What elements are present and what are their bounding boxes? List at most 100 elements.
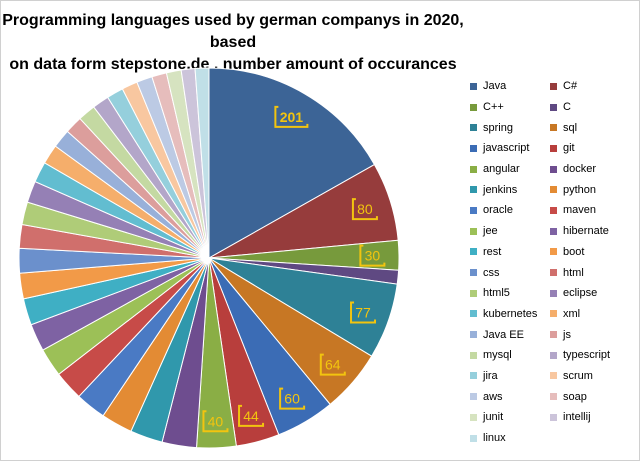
legend-item-hibernate: hibernate — [550, 221, 630, 242]
legend-item-linux: linux — [470, 428, 550, 449]
data-label-value: 201 — [280, 109, 304, 125]
data-label-git: 44 — [238, 404, 265, 427]
legend-label: C — [563, 101, 571, 114]
legend-label: html5 — [483, 287, 510, 300]
legend-item-c: C++ — [470, 97, 550, 118]
data-label-box — [359, 244, 386, 267]
legend-item-soap: soap — [550, 386, 630, 407]
legend-label: linux — [483, 432, 506, 445]
data-label-angular: 40 — [202, 410, 229, 433]
legend-swatch — [550, 331, 557, 339]
legend-item-eclipse: eclipse — [550, 283, 630, 304]
legend-label: spring — [483, 121, 513, 134]
data-label-value: 30 — [365, 248, 381, 264]
legend-item-spring: spring — [470, 117, 550, 138]
data-label-box — [279, 387, 306, 410]
legend-item-angular: angular — [470, 159, 550, 180]
data-label-javascript: 60 — [279, 387, 306, 410]
legend-swatch — [470, 393, 477, 401]
legend-label: sql — [563, 121, 578, 134]
legend-swatch — [550, 103, 557, 111]
legend-swatch — [470, 372, 477, 380]
legend-label: jee — [483, 225, 498, 238]
legend-item-html5: html5 — [470, 283, 550, 304]
legend-swatch — [550, 289, 557, 297]
legend-item-maven: maven — [550, 200, 630, 221]
legend-swatch — [550, 206, 557, 214]
data-label-value: 44 — [243, 408, 259, 424]
legend-label: css — [483, 266, 500, 279]
data-label-box — [350, 301, 377, 324]
legend-item-html: html — [550, 262, 630, 283]
legend-label: javascript — [483, 142, 530, 155]
data-label-spring: 77 — [350, 301, 377, 324]
legend-swatch — [550, 393, 557, 401]
legend-item-jira: jira — [470, 366, 550, 387]
legend-item-c: C — [550, 97, 630, 118]
legend-label: eclipse — [563, 287, 598, 300]
legend-label: jenkins — [483, 183, 518, 196]
legend-label: oracle — [483, 204, 513, 217]
legend-item-scrum: scrum — [550, 366, 630, 387]
legend-swatch — [470, 248, 477, 256]
legend-label: soap — [563, 390, 587, 403]
legend-swatch — [470, 434, 477, 442]
legend-item-sql: sql — [550, 117, 630, 138]
legend-item-boot: boot — [550, 242, 630, 263]
data-label-box — [351, 198, 378, 221]
pie-slice-java — [208, 67, 376, 259]
legend-label: Java — [483, 80, 507, 93]
legend-label: rest — [483, 245, 502, 258]
legend-item-aws: aws — [470, 386, 550, 407]
legend-label: maven — [563, 204, 597, 217]
legend-label: scrum — [563, 369, 593, 382]
legend-item-js: js — [550, 324, 630, 345]
legend-swatch — [470, 206, 477, 214]
legend-swatch — [550, 124, 557, 132]
legend-label: C++ — [483, 101, 504, 114]
legend-item-jee: jee — [470, 221, 550, 242]
legend-item-oracle: oracle — [470, 200, 550, 221]
legend-label: hibernate — [563, 225, 609, 238]
legend-label: kubernetes — [483, 307, 538, 320]
legend-swatch — [550, 165, 557, 173]
legend-swatch — [550, 227, 557, 235]
legend-swatch — [470, 82, 477, 90]
legend-item-xml: xml — [550, 304, 630, 325]
legend-swatch — [550, 144, 557, 152]
legend-label: git — [563, 142, 575, 155]
legend-label: aws — [483, 390, 503, 403]
legend-swatch — [470, 227, 477, 235]
legend-swatch — [550, 351, 557, 359]
chart-title-line-2: on data form stepstone.de , number amoun… — [9, 56, 457, 73]
legend-label: mysql — [483, 349, 512, 362]
legend-swatch — [550, 413, 557, 421]
legend-label: boot — [563, 245, 585, 258]
legend-swatch — [550, 269, 557, 277]
data-label-box — [202, 410, 229, 433]
legend-label: docker — [563, 163, 597, 176]
chart-title: Programming languages used by german com… — [0, 10, 466, 76]
legend-label: C# — [563, 80, 578, 93]
legend-label: angular — [483, 163, 520, 176]
legend-item-git: git — [550, 138, 630, 159]
legend-swatch — [550, 310, 557, 318]
data-label-value: 60 — [284, 391, 300, 407]
legend-swatch — [470, 144, 477, 152]
legend-swatch — [550, 372, 557, 380]
legend-label: junit — [483, 411, 504, 424]
data-label-value: 64 — [325, 357, 341, 373]
legend-label: jira — [483, 369, 498, 382]
data-label-value: 40 — [208, 413, 224, 429]
legend-swatch — [470, 269, 477, 277]
data-label-box — [319, 353, 346, 376]
legend-item-docker: docker — [550, 159, 630, 180]
legend-item-java: Java — [470, 76, 550, 97]
legend-label: xml — [563, 307, 581, 320]
legend-swatch — [470, 310, 477, 318]
data-label-value: 80 — [357, 201, 373, 217]
legend-swatch — [470, 331, 477, 339]
legend-swatch — [470, 165, 477, 173]
chart-title-line-1: Programming languages used by german com… — [2, 12, 464, 51]
